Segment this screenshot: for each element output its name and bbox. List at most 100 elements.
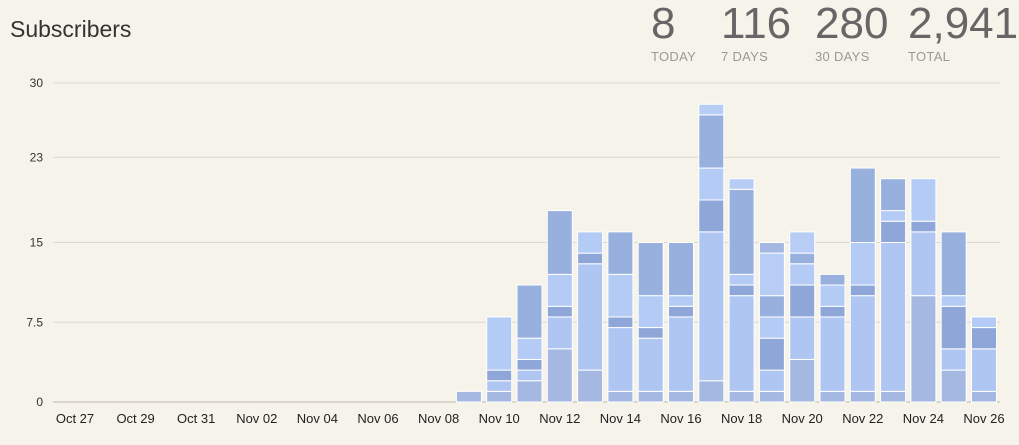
bar-segment [758,252,785,297]
bar-segment [880,390,907,403]
bar-segment [668,242,694,297]
bar-segment [940,231,967,297]
bar-segment [698,167,725,201]
y-tick-label: 23 [30,150,44,164]
stat-total-label: TOTAL [908,49,951,64]
bar-segment [698,231,725,382]
page-title: Subscribers [10,16,132,42]
bar-segment [668,295,694,307]
bar-segment [849,390,876,403]
stat-30-days-value: 280 [815,0,889,48]
bar-segment [607,390,634,403]
x-tick-label: Nov 10 [479,411,520,426]
bar-segment [910,295,937,403]
bar-segment [516,358,543,371]
bar-segment [940,348,967,371]
bar-segment [789,252,816,265]
bar-segment [789,231,816,254]
bar-segment [486,390,513,403]
bar-segment [607,327,634,392]
bar-segment [880,242,907,392]
stat-7-days-label: 7 DAYS [721,49,769,64]
bar-segment [819,390,846,403]
bar-segment [758,369,785,392]
bar-segment [819,273,846,286]
bar-segment [516,284,543,339]
bar-nov-23 [880,178,907,403]
bar-segment [486,316,513,371]
bar-segment [637,390,664,403]
bar-segment [486,369,513,382]
bar-segment [910,178,937,222]
bar-segment [546,210,573,275]
x-tick-label: Nov 16 [660,411,701,426]
bar-segment [607,231,634,275]
bar-nov-09 [455,390,482,403]
bar-nov-18 [728,178,755,403]
x-tick-label: Oct 31 [177,411,215,426]
bar-segment [728,284,755,297]
x-tick-label: Nov 02 [236,411,277,426]
y-tick-label: 30 [30,76,44,90]
bar-segment [758,242,785,254]
bar-nov-25 [940,231,967,403]
bar-segment [758,316,785,339]
bar-segment [455,390,482,403]
y-tick-label: 7.5 [26,315,43,329]
bar-segment [971,348,997,392]
bar-segment [880,178,907,212]
bar-nov-15 [637,242,664,403]
bar-segment [789,284,816,318]
bar-segment [546,273,573,307]
bar-segment [819,284,846,307]
bar-nov-11 [516,284,543,403]
bar-nov-24 [910,178,937,403]
bar-segment [940,305,967,350]
bar-segment [577,369,604,403]
bar-segment [910,220,937,233]
x-tick-label: Oct 27 [56,411,94,426]
x-tick-label: Nov 22 [842,411,883,426]
bar-segment [728,188,755,275]
bar-segment [910,231,937,297]
stat-today-value: 8 [651,0,676,48]
bar-segment [577,263,604,371]
bar-segment [940,369,967,403]
bar-nov-14 [607,231,634,403]
x-tick-label: Nov 26 [963,411,1004,426]
stats-summary: 8 TODAY 116 7 DAYS 280 30 DAYS 2,941 TOT… [0,0,1019,70]
bar-nov-21 [819,273,846,403]
bar-segment [758,337,785,371]
stat-30-days-label: 30 DAYS [815,49,870,64]
bar-segment [637,242,664,297]
bar-segment [789,263,816,286]
bar-segment [880,210,907,222]
x-tick-label: Nov 18 [721,411,762,426]
bar-segment [668,305,694,318]
bar-segment [971,316,997,329]
bar-segment [637,337,664,392]
x-tick-label: Oct 29 [116,411,154,426]
bar-segment [546,348,573,403]
bar-segment [637,327,664,339]
bar-segment [728,178,755,190]
x-tick-label: Nov 06 [357,411,398,426]
bar-segment [637,295,664,329]
bar-segment [880,220,907,244]
bar-nov-19 [758,242,785,403]
bar-segment [971,390,997,403]
bar-segment [698,114,725,169]
bar-segment [607,316,634,329]
bar-segment [546,316,573,350]
bar-segment [577,252,604,265]
stat-7-days-value: 116 [721,0,792,48]
bar-nov-20 [789,231,816,403]
bar-nov-26 [971,316,997,403]
bar-segment [698,199,725,233]
bar-segment [758,390,785,403]
bar-segment [819,305,846,318]
x-tick-label: Nov 08 [418,411,459,426]
bar-segment [849,167,876,243]
bar-segment [516,369,543,382]
bar-nov-13 [577,231,604,403]
